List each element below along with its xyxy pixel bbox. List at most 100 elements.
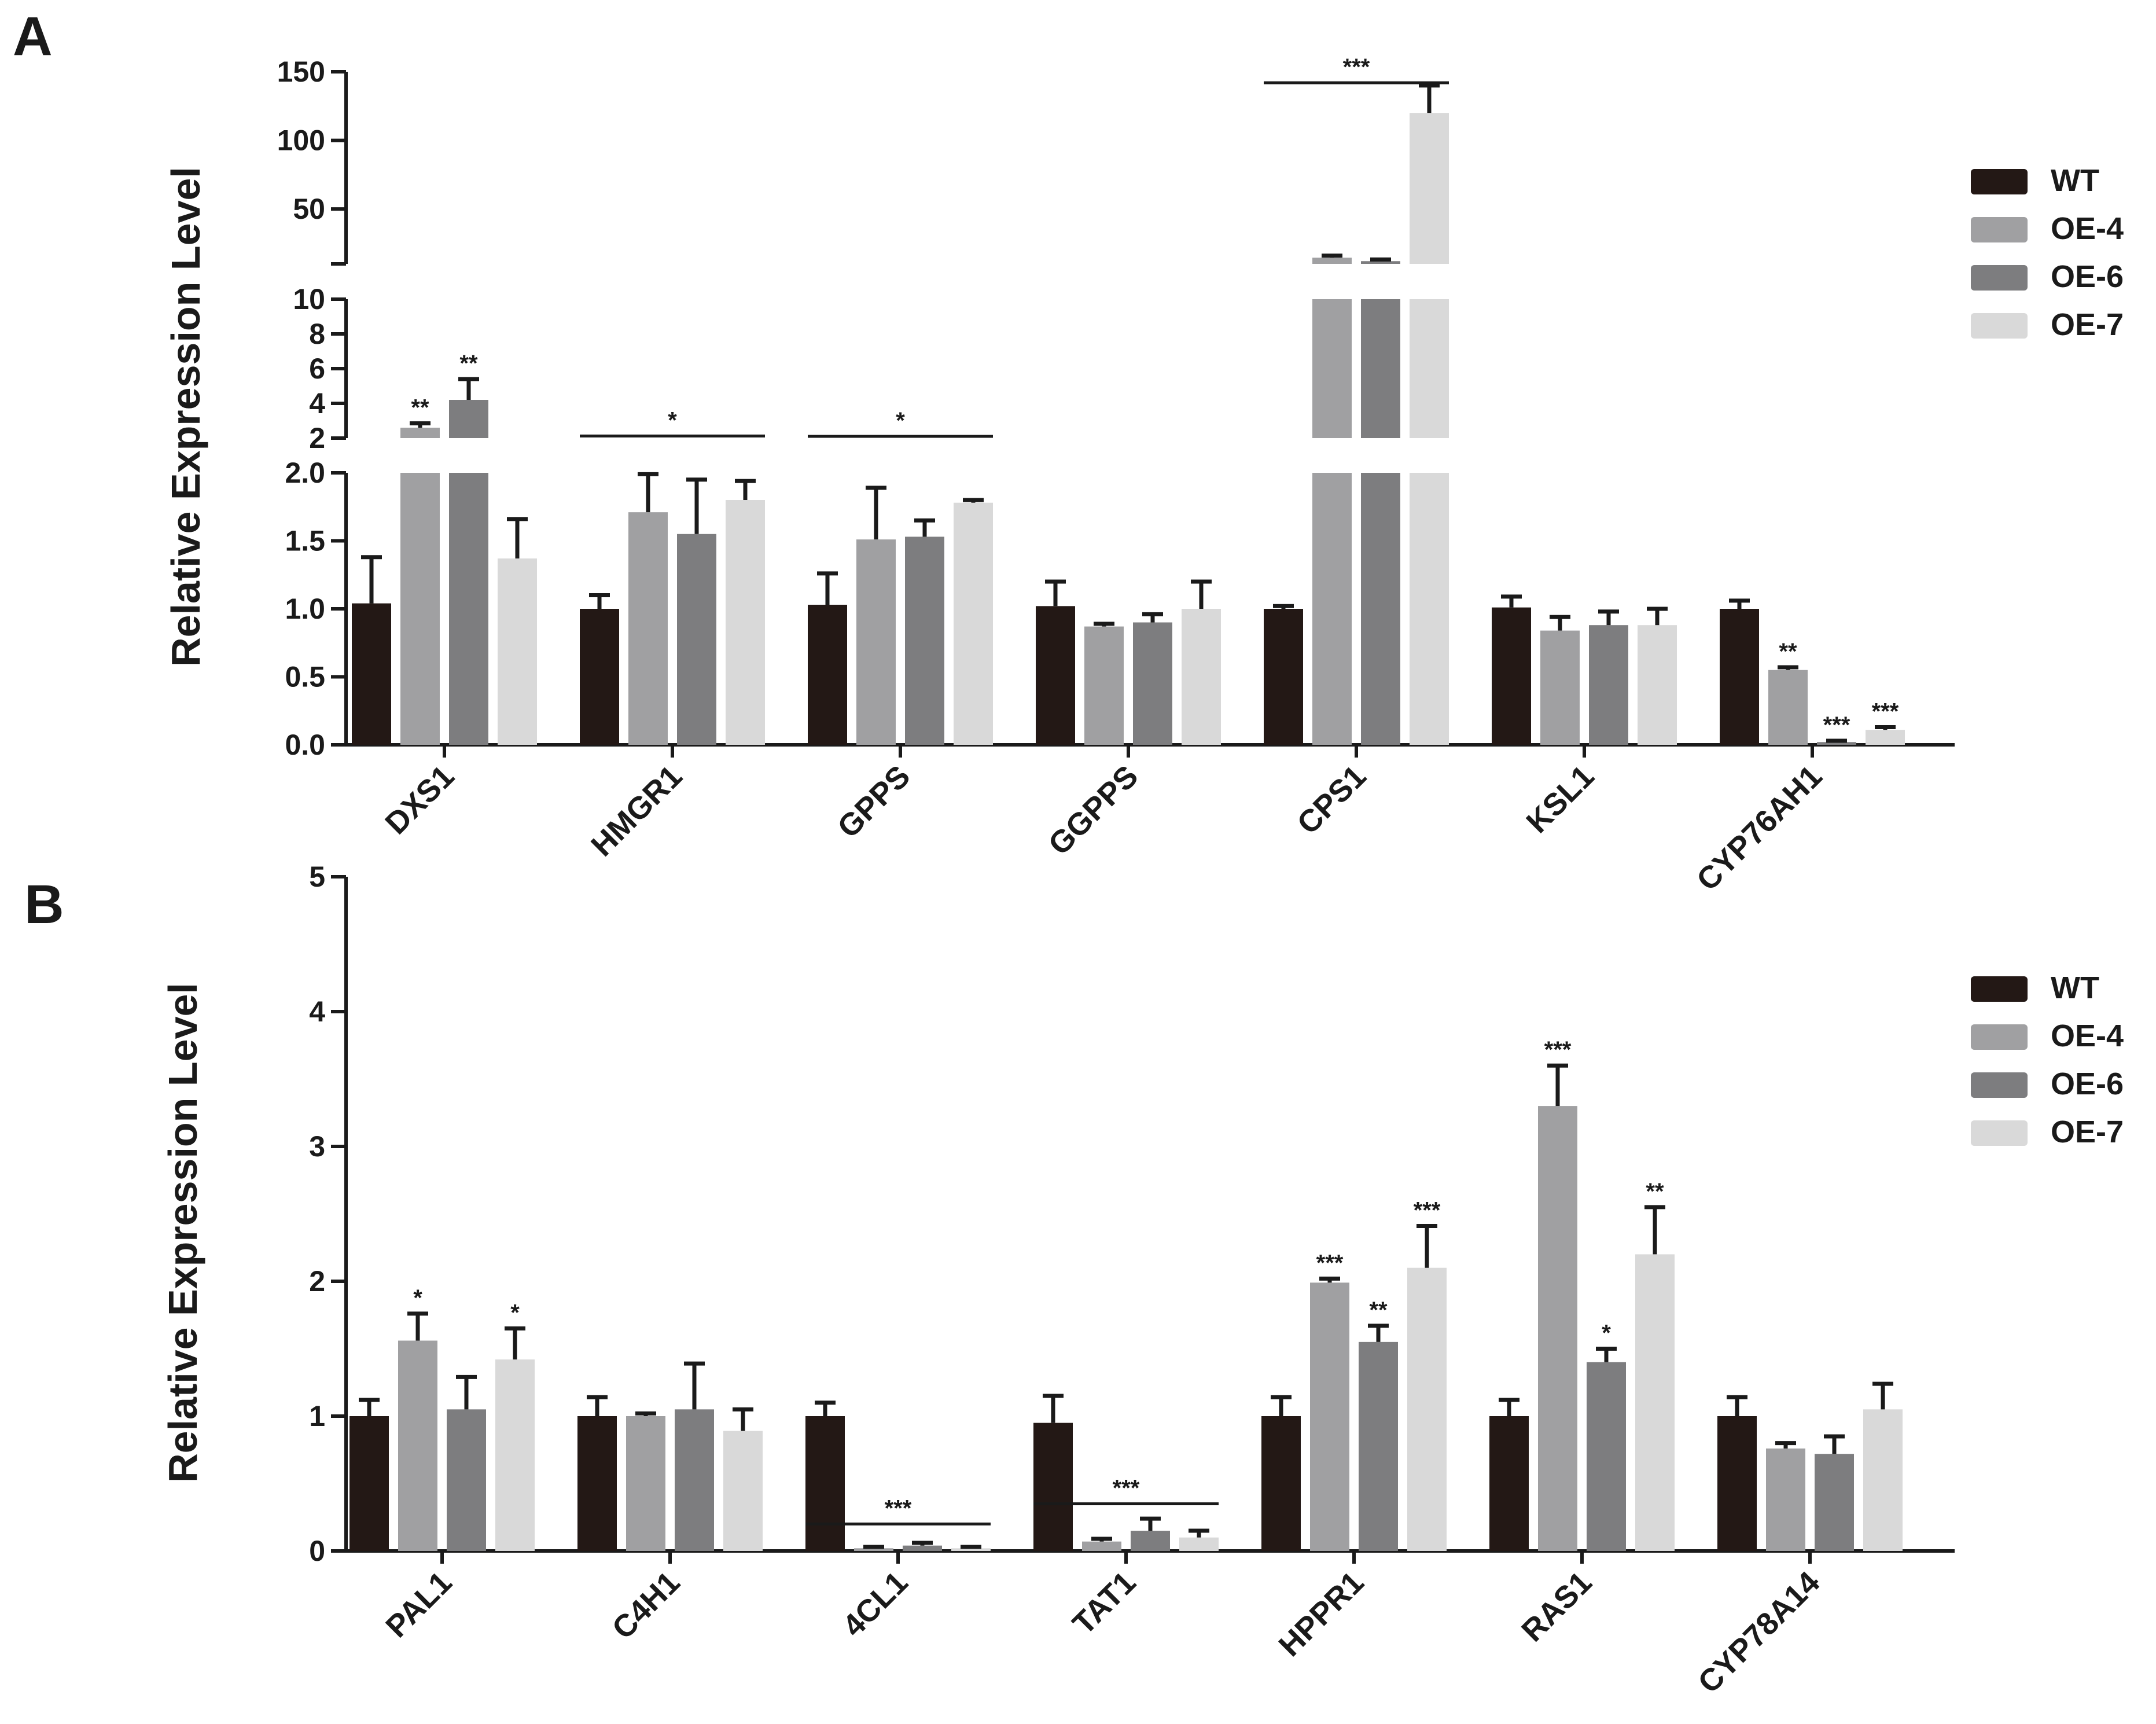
panel-a-bar-hmgr1-oe-4-seg1 xyxy=(628,512,668,745)
panel-a-bar-cps1-oe-6-seg2 xyxy=(1361,299,1400,438)
panel-a-bar-dxs1-oe-6-seg1 xyxy=(449,473,488,745)
panel-a-bar-cyp76ah1-oe-4-seg1 xyxy=(1768,670,1808,745)
panel-b-bar-tat1-oe-4 xyxy=(1082,1541,1121,1551)
panel-a-bar-ksl1-oe-6-seg1 xyxy=(1589,625,1628,745)
panel-a-bar-ksl1-wt-seg1 xyxy=(1492,607,1531,745)
panel-a-group-significance-hmgr1: * xyxy=(668,407,677,433)
panel-b-significance-hppr1-oe-4: *** xyxy=(1316,1250,1344,1275)
panel-a-bar-dxs1-oe-7-seg1 xyxy=(498,558,537,745)
panel-a-bar-cps1-oe-6-seg3 xyxy=(1361,261,1400,264)
panel-a-y-tick-label-10: 10 xyxy=(293,283,325,315)
panel-a-bar-ggpps-oe-7-seg1 xyxy=(1182,609,1221,745)
panel-a-bar-hmgr1-oe-6-seg1 xyxy=(677,534,716,745)
panel-a-y-tick-label-50: 50 xyxy=(293,193,325,225)
panel-b-legend-swatch-oe-4 xyxy=(1971,1024,2028,1050)
panel-b-bar-4cl1-oe-4 xyxy=(854,1548,893,1551)
panel-a-legend-label-oe-6: OE-6 xyxy=(2051,259,2124,294)
panel-a-significance-cyp76ah1-oe-6: *** xyxy=(1823,712,1850,738)
panel-a-significance-dxs1-oe-4: ** xyxy=(411,395,429,421)
panel-a-category-label-dxs1: DXS1 xyxy=(378,759,461,841)
panel-b-bar-ras1-oe-7 xyxy=(1635,1254,1675,1551)
panel-a-bar-ksl1-oe-4-seg1 xyxy=(1540,630,1580,745)
panel-b-y-tick-label-4: 4 xyxy=(309,995,325,1028)
panel-a-bar-hmgr1-wt-seg1 xyxy=(580,609,619,745)
panel-b-bar-4cl1-oe-7 xyxy=(951,1548,991,1551)
panel-b-plot: 0 1 2 3 4 5 PAL1 C4H1 4CL1 TAT1 HPPR1 RAS1 CYP78A14 *… xyxy=(309,861,2124,1700)
panel-a-bar-ggpps-oe-4-seg1 xyxy=(1084,626,1124,745)
panel-label-a: A xyxy=(13,6,53,67)
panel-b-y-tick-label-2: 2 xyxy=(309,1265,325,1297)
panel-b-bar-hppr1-wt xyxy=(1261,1416,1301,1551)
panel-a-y-tick-label-100: 100 xyxy=(277,124,325,157)
panel-a-bar-gpps-oe-4-seg1 xyxy=(856,539,896,745)
panel-a-bar-cps1-oe-4-seg1 xyxy=(1312,473,1352,745)
panel-b-significance-ras1-oe-7: ** xyxy=(1646,1179,1664,1204)
panel-a-y-tick-label-1-0: 1.0 xyxy=(285,593,325,625)
panel-b-bar-tat1-oe-6 xyxy=(1131,1531,1170,1551)
panel-b-significance-pal1-oe-4: * xyxy=(413,1285,422,1311)
panel-a-y-axis-label: Relative Expression Level xyxy=(163,167,208,667)
panel-a-y-tick-label-6: 6 xyxy=(309,352,325,385)
panel-a-bar-cyp76ah1-wt-seg1 xyxy=(1720,609,1759,745)
panel-a-y-tick-label-2: 2 xyxy=(309,422,325,454)
panel-a-bar-cyp76ah1-oe-7-seg1 xyxy=(1866,730,1905,745)
panel-b-legend-swatch-wt xyxy=(1971,976,2028,1002)
panel-b-category-label-tat1: TAT1 xyxy=(1066,1565,1142,1641)
panel-label-b: B xyxy=(24,874,64,935)
panel-b-legend-label-oe-4: OE-4 xyxy=(2051,1019,2124,1053)
panel-a-bar-dxs1-wt-seg1 xyxy=(352,603,391,745)
panel-a-significance-dxs1-oe-6: ** xyxy=(459,351,478,376)
panel-b-legend-label-oe-6: OE-6 xyxy=(2051,1067,2124,1101)
panel-a-bar-cyp76ah1-oe-6-seg1 xyxy=(1817,742,1856,745)
panel-a-y-tick-label-0-5: 0.5 xyxy=(285,661,325,693)
panel-b-bar-cyp78a14-wt xyxy=(1717,1416,1757,1551)
panel-a-bar-dxs1-oe-4-seg2 xyxy=(400,428,440,438)
panel-b-category-label-cyp78a14: CYP78A14 xyxy=(1691,1565,1826,1700)
panel-b-bar-c4h1-oe-7 xyxy=(723,1431,763,1551)
panel-a-bar-cps1-wt-seg1 xyxy=(1264,609,1303,745)
panel-a-category-label-cps1: CPS1 xyxy=(1290,759,1373,841)
panel-a-bar-gpps-wt-seg1 xyxy=(808,604,847,745)
panel-a-legend-swatch-oe-7 xyxy=(1971,313,2028,339)
panel-b-legend-label-oe-7: OE-7 xyxy=(2051,1115,2124,1149)
panel-b-y-tick-label-3: 3 xyxy=(309,1130,325,1163)
panel-b-bar-pal1-oe-6 xyxy=(447,1409,486,1551)
panel-b-bar-pal1-oe-4 xyxy=(398,1340,437,1551)
panel-a-bar-ggpps-wt-seg1 xyxy=(1036,606,1075,745)
panel-a-bar-cps1-oe-4-seg3 xyxy=(1312,258,1352,264)
panel-b-bar-pal1-wt xyxy=(349,1416,389,1551)
panel-a-category-label-gpps: GPPS xyxy=(831,759,917,845)
panel-a-group-significance-gpps: * xyxy=(896,408,905,433)
panel-b-bar-4cl1-oe-6 xyxy=(903,1545,942,1551)
panel-a-significance-cyp76ah1-oe-4: ** xyxy=(1779,639,1797,664)
panel-b-bar-hppr1-oe-7 xyxy=(1407,1267,1447,1551)
panel-a-bar-cps1-oe-4-seg2 xyxy=(1312,299,1352,438)
panel-b-bar-hppr1-oe-6 xyxy=(1359,1341,1398,1551)
panel-a-bar-cps1-oe-6-seg1 xyxy=(1361,473,1400,745)
panel-b-bar-cyp78a14-oe-6 xyxy=(1815,1454,1854,1551)
panel-b-bar-pal1-oe-7 xyxy=(495,1359,535,1551)
panel-a-category-label-hmgr1: HMGR1 xyxy=(584,759,689,863)
panel-a-y-tick-label-2-0: 2.0 xyxy=(285,457,325,489)
panel-b-y-axis-label: Relative Expression Level xyxy=(160,983,205,1483)
panel-a-bar-dxs1-oe-6-seg2 xyxy=(449,400,488,438)
panel-b-category-label-c4h1: C4H1 xyxy=(605,1565,686,1646)
panel-a-y-tick-label-4: 4 xyxy=(309,387,325,420)
panel-b-significance-ras1-oe-4: *** xyxy=(1544,1037,1572,1063)
panel-b-bar-ras1-oe-4 xyxy=(1538,1106,1577,1551)
panel-a-legend-label-oe-4: OE-4 xyxy=(2051,211,2124,246)
panel-a-category-label-ksl1: KSL1 xyxy=(1519,759,1601,840)
panel-a-y-tick-label-1-5: 1.5 xyxy=(285,525,325,557)
panel-b-legend-swatch-oe-6 xyxy=(1971,1072,2028,1098)
panel-b-bar-4cl1-wt xyxy=(805,1416,845,1551)
panel-b-significance-hppr1-oe-6: ** xyxy=(1369,1297,1388,1323)
panel-b-legend-label-wt: WT xyxy=(2051,971,2099,1005)
panel-b-category-label-pal1: PAL1 xyxy=(379,1565,458,1644)
panel-a-legend-label-wt: WT xyxy=(2051,163,2099,198)
panel-a-legend-swatch-wt xyxy=(1971,169,2028,194)
panel-b-significance-pal1-oe-7: * xyxy=(510,1300,520,1326)
panel-a-y-tick-label-150: 150 xyxy=(277,56,325,88)
